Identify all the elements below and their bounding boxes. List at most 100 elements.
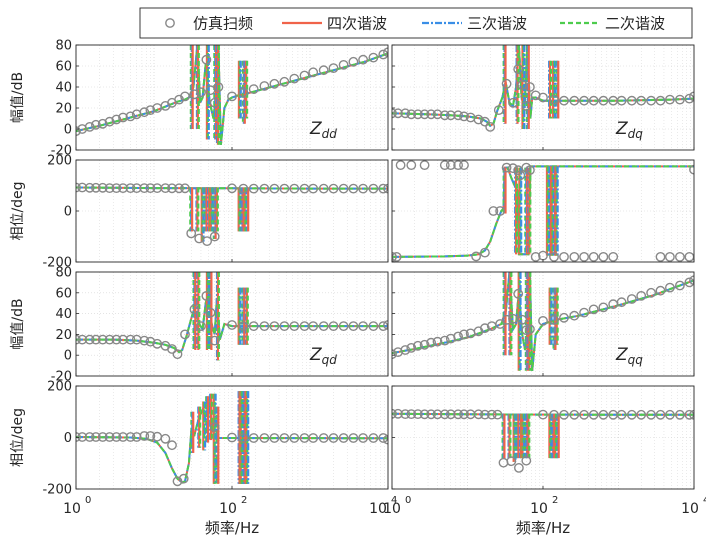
Zqd-phase-scan-point <box>368 433 379 443</box>
Zqd-phase-scan-point <box>348 433 359 443</box>
Zqq-phase-scan-point <box>655 409 666 420</box>
Zqd-phase-scan-point <box>125 432 136 442</box>
Zdq-mag-scan-point <box>559 95 569 106</box>
Zqq-phase-scan-point <box>479 409 490 420</box>
Zdq-phase-scan-point <box>508 163 518 174</box>
Zdd-mag-scan-point <box>328 63 339 73</box>
Zqq-mag-annotation: Zqq <box>615 345 643 367</box>
xtick-label-c1-0: 10 <box>383 501 401 517</box>
Zdq-phase-scan-point <box>525 165 535 176</box>
Zdd-mag-ytick-label: 80 <box>55 39 72 54</box>
Zdd-phase-scan-point <box>125 183 136 194</box>
Zqd-mag-scan-point <box>104 334 115 345</box>
Zqd-phase-scan-point <box>259 433 270 443</box>
Zdq-phase-scan-point <box>515 170 526 181</box>
Zdd-mag-scan-point <box>125 111 136 122</box>
Zqd-phase-scan-point <box>308 433 319 443</box>
Zqq-mag-scan-point <box>626 294 637 304</box>
Zdq-mag-scan-point <box>626 95 637 106</box>
Zdd-phase-scan-point <box>348 183 359 194</box>
Zdd-phase-scan-point <box>91 182 101 193</box>
Zqd-phase-scan-point <box>91 432 101 442</box>
Zdd-mag-scan-point <box>248 84 259 95</box>
Zqd-mag-scan-point <box>180 329 190 340</box>
Zdd-phase-scan-point <box>145 183 156 194</box>
Zqq-phase-scan-point <box>559 409 569 420</box>
Zdq-mag-scan-point <box>636 95 647 106</box>
Zdq-mag-scan-point <box>393 108 403 119</box>
Zdq-mag-scan-point <box>525 82 535 92</box>
Zqd-mag-scan-point <box>269 321 280 331</box>
Zdq-phase-scan-point <box>488 206 499 216</box>
Zqd-phase-scan-point <box>131 432 142 442</box>
Zqd-mag-scan-point <box>348 321 359 331</box>
Zqd-phase-scan-point <box>269 433 280 443</box>
Zqd-mag-ytick-label: 40 <box>55 307 72 322</box>
legend: 仿真扫频 四次谐波 三次谐波 二次谐波 <box>139 7 693 39</box>
xtick-label-c1-1: 10 <box>530 501 548 517</box>
Zdq-mag-scan-point <box>445 110 456 121</box>
Zqq-phase-scan-point <box>579 409 589 420</box>
Zqq-phase-scan-point <box>588 409 599 420</box>
Zdd-phase-scan-point <box>202 236 213 247</box>
Zdd-mag-scan-point <box>308 67 319 78</box>
Zqq-phase-scan-point <box>675 409 685 420</box>
Zdd-phase-scan-point <box>209 231 220 242</box>
Zqq-phase-scan-point <box>636 409 647 420</box>
Zqd-phase-scan-point <box>104 432 115 442</box>
Zdd-phase-scan-point <box>160 183 171 194</box>
Zqq-mag-scan-point <box>439 335 450 346</box>
Zqd-phase-scan-point <box>118 432 128 442</box>
Zqd-phase-scan-point <box>178 473 189 484</box>
Zdq-mag-scan-point <box>549 94 559 105</box>
xlabel-c1: 频率/Hz <box>516 519 570 537</box>
Zqd-mag-scan-point <box>209 335 220 346</box>
Zqd-phase-scan-point <box>84 432 95 442</box>
Zdd-phase-scan-point <box>358 183 368 194</box>
Zdd-mag-ytick-label: 40 <box>55 81 72 96</box>
Zqd-phase-ytick-label: -200 <box>42 483 72 498</box>
Zqd-phase-scan-point <box>139 431 150 441</box>
Zqd-mag-scan-point <box>167 344 177 354</box>
Zqd-mag-scan-point <box>77 334 88 345</box>
Zqq-mag-scan-point <box>549 314 559 325</box>
Zqd-mag-scan-point <box>205 307 216 318</box>
Zdd-mag-scan-point <box>201 54 212 65</box>
Zdd-mag-scan-point <box>299 70 310 81</box>
Zdd-phase-scan-point <box>186 228 197 239</box>
Zqq-mag-scan-point <box>588 304 599 315</box>
Zdq-mag-scan-point <box>616 95 627 106</box>
xtick-label-c0-1: 10 <box>219 501 237 517</box>
Zdd-mag-scan-point <box>189 89 200 100</box>
Zqd-phase-scan-point <box>172 476 183 487</box>
Zqq-phase-scan-point <box>445 409 456 420</box>
Zqd-mag-scan-point <box>338 321 349 331</box>
Zdd-phase-scan-point <box>180 183 190 194</box>
Zdq-mag-scan-point <box>493 105 504 116</box>
row-label-1: 相位/deg <box>10 181 26 240</box>
Zdd-mag-scan-point <box>378 49 388 60</box>
Zqq-mag-scan-point <box>419 339 430 350</box>
xtick-exp-c0-0: 0 <box>85 495 91 506</box>
Zdq-phase-scan-point <box>569 251 580 262</box>
Zdq-mag-scan-point <box>538 92 548 103</box>
Zdq-mag-scan-point <box>453 110 463 121</box>
Zdq-mag-scan-point <box>569 95 580 106</box>
Zdq-phase-scan-point <box>549 251 559 262</box>
Zdq-mag-scan-point <box>598 95 609 106</box>
Zqd-mag-scan-point <box>131 334 142 345</box>
Zqq-mag-scan-point <box>432 336 443 347</box>
Zdd-mag-ytick-label: -20 <box>51 144 72 159</box>
Zqd-phase-scan-point <box>318 433 329 443</box>
Zqq-mag-scan-point <box>513 288 524 299</box>
Zdd-mag-ytick-label: 0 <box>64 123 72 138</box>
Zdd-phase-scan-point <box>368 183 379 194</box>
Zqq-mag-scan-point <box>569 310 580 321</box>
Zdd-mag-scan-point <box>180 91 190 102</box>
Zdq-phase-scan-point <box>479 247 490 258</box>
Zqq-mag-scan-point <box>538 315 548 326</box>
Zdd-mag-scan-point <box>104 116 115 127</box>
Zdq-phase-scan-point <box>598 251 609 262</box>
legend-label-0: 仿真扫频 <box>193 15 253 33</box>
Zqq-phase-scan-point <box>432 409 443 420</box>
